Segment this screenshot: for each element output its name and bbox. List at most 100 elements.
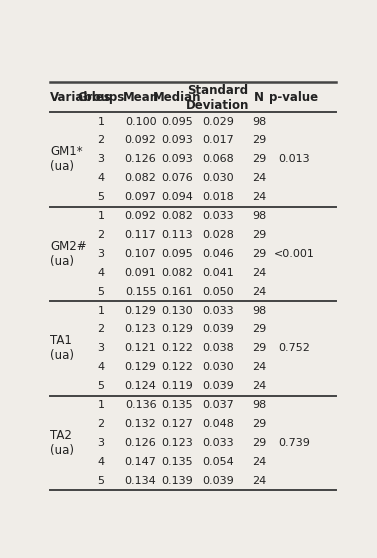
Text: 0.029: 0.029: [202, 117, 234, 127]
Text: 0.037: 0.037: [202, 400, 234, 410]
Text: 29: 29: [252, 155, 266, 165]
Text: 24: 24: [252, 476, 266, 485]
Text: 0.139: 0.139: [161, 476, 193, 485]
Text: 29: 29: [252, 343, 266, 353]
Text: 0.018: 0.018: [202, 192, 234, 202]
Text: 1: 1: [98, 400, 105, 410]
Text: 24: 24: [252, 192, 266, 202]
Text: 98: 98: [252, 211, 266, 221]
Text: TA2
(ua): TA2 (ua): [50, 429, 74, 457]
Text: Variables: Variables: [50, 91, 112, 104]
Text: 1: 1: [98, 306, 105, 316]
Text: 0.117: 0.117: [125, 230, 156, 240]
Text: Groups: Groups: [78, 91, 125, 104]
Text: 98: 98: [252, 306, 266, 316]
Text: 29: 29: [252, 249, 266, 259]
Text: Standard
Deviation: Standard Deviation: [186, 84, 250, 112]
Text: 3: 3: [98, 343, 105, 353]
Text: 5: 5: [98, 192, 105, 202]
Text: 0.048: 0.048: [202, 419, 234, 429]
Text: 98: 98: [252, 400, 266, 410]
Text: 0.030: 0.030: [202, 173, 234, 183]
Text: 0.041: 0.041: [202, 268, 234, 278]
Text: 2: 2: [98, 325, 105, 334]
Text: 3: 3: [98, 155, 105, 165]
Text: 29: 29: [252, 230, 266, 240]
Text: 0.155: 0.155: [125, 287, 156, 297]
Text: 29: 29: [252, 438, 266, 448]
Text: 0.127: 0.127: [161, 419, 193, 429]
Text: 0.028: 0.028: [202, 230, 234, 240]
Text: 0.113: 0.113: [161, 230, 193, 240]
Text: 0.039: 0.039: [202, 381, 234, 391]
Text: 1: 1: [98, 211, 105, 221]
Text: 0.093: 0.093: [161, 155, 193, 165]
Text: 0.017: 0.017: [202, 136, 234, 146]
Text: 0.126: 0.126: [125, 155, 156, 165]
Text: 0.050: 0.050: [202, 287, 234, 297]
Text: 0.013: 0.013: [278, 155, 310, 165]
Text: 0.033: 0.033: [202, 438, 234, 448]
Text: 1: 1: [98, 117, 105, 127]
Text: 0.123: 0.123: [125, 325, 156, 334]
Text: 29: 29: [252, 419, 266, 429]
Text: 0.076: 0.076: [161, 173, 193, 183]
Text: p-value: p-value: [270, 91, 319, 104]
Text: 0.095: 0.095: [161, 117, 193, 127]
Text: 0.033: 0.033: [202, 306, 234, 316]
Text: 0.093: 0.093: [161, 136, 193, 146]
Text: 0.100: 0.100: [125, 117, 156, 127]
Text: 4: 4: [98, 268, 105, 278]
Text: 0.134: 0.134: [125, 476, 156, 485]
Text: 0.739: 0.739: [278, 438, 310, 448]
Text: 2: 2: [98, 419, 105, 429]
Text: 98: 98: [252, 117, 266, 127]
Text: 3: 3: [98, 438, 105, 448]
Text: 0.161: 0.161: [161, 287, 193, 297]
Text: 0.054: 0.054: [202, 457, 234, 467]
Text: 0.092: 0.092: [125, 211, 156, 221]
Text: 0.129: 0.129: [125, 306, 156, 316]
Text: Mean: Mean: [123, 91, 159, 104]
Text: 4: 4: [98, 173, 105, 183]
Text: 0.092: 0.092: [125, 136, 156, 146]
Text: 29: 29: [252, 325, 266, 334]
Text: 0.129: 0.129: [125, 362, 156, 372]
Text: 0.119: 0.119: [161, 381, 193, 391]
Text: 0.124: 0.124: [125, 381, 156, 391]
Text: 24: 24: [252, 381, 266, 391]
Text: 0.135: 0.135: [161, 457, 193, 467]
Text: TA1
(ua): TA1 (ua): [50, 334, 74, 362]
Text: 2: 2: [98, 230, 105, 240]
Text: 2: 2: [98, 136, 105, 146]
Text: 29: 29: [252, 136, 266, 146]
Text: 0.039: 0.039: [202, 325, 234, 334]
Text: 0.123: 0.123: [161, 438, 193, 448]
Text: 0.121: 0.121: [125, 343, 156, 353]
Text: 4: 4: [98, 457, 105, 467]
Text: GM2#
(ua): GM2# (ua): [50, 240, 87, 268]
Text: 5: 5: [98, 381, 105, 391]
Text: 0.129: 0.129: [161, 325, 193, 334]
Text: 0.038: 0.038: [202, 343, 234, 353]
Text: 0.107: 0.107: [125, 249, 156, 259]
Text: 0.082: 0.082: [161, 268, 193, 278]
Text: 0.122: 0.122: [161, 362, 193, 372]
Text: 0.126: 0.126: [125, 438, 156, 448]
Text: 0.094: 0.094: [161, 192, 193, 202]
Text: 24: 24: [252, 268, 266, 278]
Text: Median: Median: [153, 91, 201, 104]
Text: 0.132: 0.132: [125, 419, 156, 429]
Text: 0.091: 0.091: [125, 268, 156, 278]
Text: 0.136: 0.136: [125, 400, 156, 410]
Text: 0.097: 0.097: [125, 192, 156, 202]
Text: 0.130: 0.130: [161, 306, 193, 316]
Text: 3: 3: [98, 249, 105, 259]
Text: 0.752: 0.752: [278, 343, 310, 353]
Text: <0.001: <0.001: [274, 249, 314, 259]
Text: 5: 5: [98, 287, 105, 297]
Text: 24: 24: [252, 173, 266, 183]
Text: 0.082: 0.082: [125, 173, 156, 183]
Text: 0.033: 0.033: [202, 211, 234, 221]
Text: 5: 5: [98, 476, 105, 485]
